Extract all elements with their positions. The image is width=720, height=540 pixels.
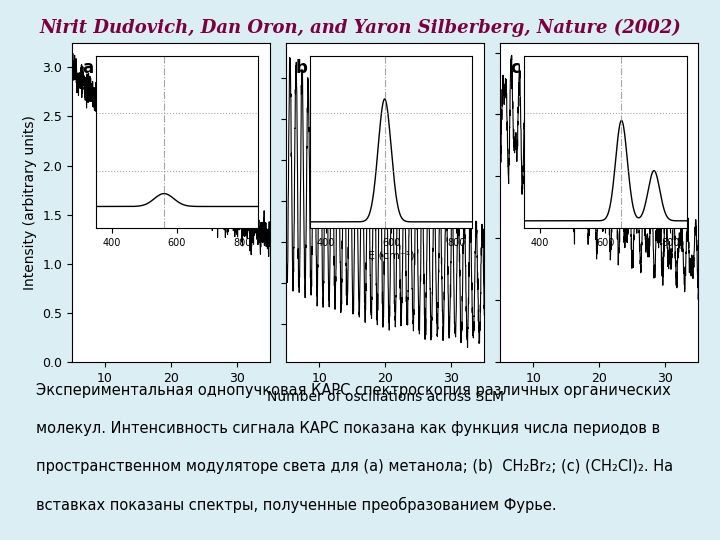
Text: Экспериментальная однопучковая КАРС спектроскопия различных органических: Экспериментальная однопучковая КАРС спек… — [36, 383, 671, 399]
X-axis label: Number of oscillations across SLM: Number of oscillations across SLM — [266, 390, 504, 404]
Text: Nirit Dudovich, Dan Oron, and Yaron Silberberg, Nature (2002): Nirit Dudovich, Dan Oron, and Yaron Silb… — [39, 19, 681, 37]
Text: a: a — [82, 59, 93, 77]
Text: пространственном модуляторе света для (a) метанола; (b)  CH₂Br₂; (c) (CH₂Cl)₂. Н: пространственном модуляторе света для (a… — [36, 459, 673, 474]
Text: молекул. Интенсивность сигнала КАРС показана как функция числа периодов в: молекул. Интенсивность сигнала КАРС пока… — [36, 421, 660, 436]
Text: c: c — [510, 59, 520, 77]
Text: b: b — [296, 59, 308, 77]
Text: вставках показаны спектры, полученные преобразованием Фурье.: вставках показаны спектры, полученные пр… — [36, 497, 557, 513]
Y-axis label: Intensity (arbitrary units): Intensity (arbitrary units) — [23, 115, 37, 290]
